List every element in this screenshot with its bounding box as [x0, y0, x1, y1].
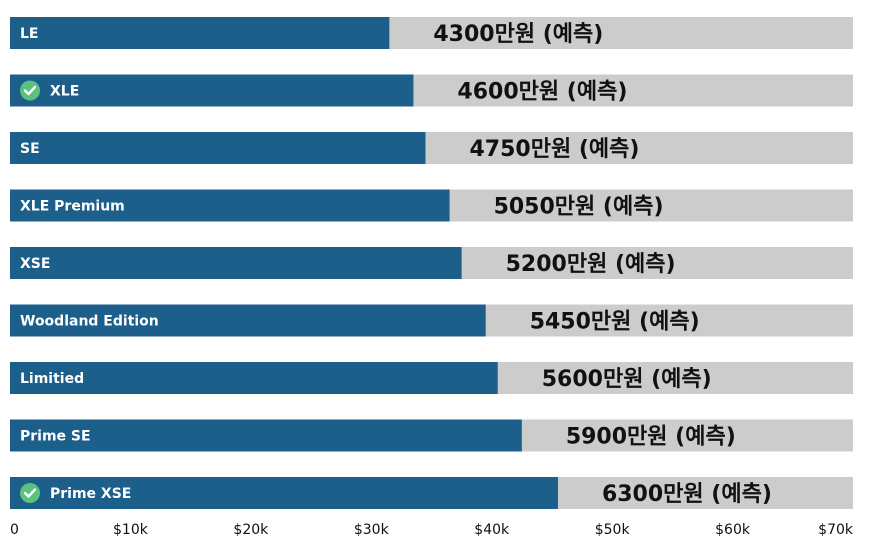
x-tick-label: $50k [595, 522, 631, 538]
bar-3 [10, 132, 426, 164]
bar-value-label: 4750만원 (예측) [469, 137, 639, 162]
bar-value-label: 5450만원 (예측) [530, 310, 700, 335]
bar-7 [10, 362, 498, 394]
bar-category-label: Limitied [20, 371, 84, 387]
bar-value-label: 4600만원 (예측) [457, 80, 627, 105]
check-mark [23, 85, 37, 96]
bar-category-label: XSE [20, 256, 50, 272]
check-mark [23, 488, 37, 498]
bar-category-label: LE [20, 26, 38, 42]
bar-category-label: XLE Premium [20, 199, 125, 215]
bar-value-label: 6300만원 (예측) [602, 482, 772, 507]
bar-category-label: SE [20, 141, 40, 157]
x-tick-label: $30k [354, 522, 390, 538]
bar-4 [10, 189, 450, 222]
bar-category-label: Prime SE [20, 429, 91, 445]
bar-6 [10, 304, 486, 337]
x-tick-label: $70k [818, 522, 854, 538]
x-tick-label: $20k [233, 522, 269, 538]
bar-value-label: 5200만원 (예측) [506, 252, 676, 277]
bar-value-label: 5050만원 (예측) [494, 195, 664, 220]
bar-8 [10, 419, 522, 452]
bar-5 [10, 247, 462, 279]
x-tick-label: $60k [715, 522, 751, 538]
check-circle-icon [20, 483, 40, 503]
check-circle-icon [20, 80, 40, 101]
x-tick-label: $10k [113, 522, 149, 538]
x-tick-label: 0 [10, 522, 19, 538]
bar-2 [10, 74, 414, 107]
bar-category-label: Woodland Edition [20, 314, 159, 330]
x-tick-label: $40k [474, 522, 510, 538]
bar-category-label: XLE [50, 84, 79, 100]
bar-value-label: 5900만원 (예측) [566, 425, 736, 450]
bar-9 [10, 477, 558, 509]
bar-value-label: 5600만원 (예측) [542, 367, 712, 392]
bar-category-label: Prime XSE [50, 486, 131, 502]
bar-1 [10, 17, 390, 49]
bar-value-label: 4300만원 (예측) [433, 22, 603, 47]
